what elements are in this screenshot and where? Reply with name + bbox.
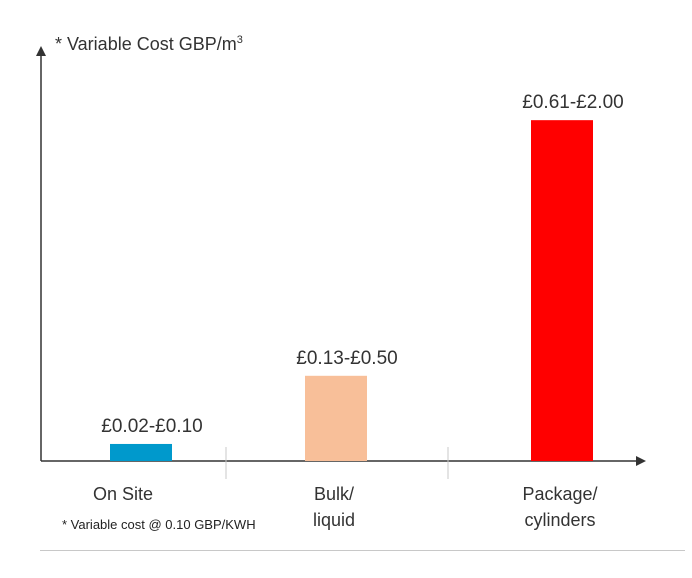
data-label-2: £0.13-£0.50 — [296, 348, 397, 369]
category-label-3-line-2: cylinders — [524, 510, 595, 530]
data-label-1: £0.02-£0.10 — [101, 416, 202, 437]
category-label-3-line-1: Package/ — [522, 484, 597, 504]
footnote: * Variable cost @ 0.10 GBP/KWH — [62, 517, 256, 532]
bottom-separator-line — [40, 550, 685, 551]
category-label-1: On Site — [93, 484, 153, 504]
y-axis-label: * Variable Cost GBP/m3 — [55, 34, 243, 55]
y-axis-label-superscript: 3 — [236, 34, 243, 46]
bar-1 — [110, 443, 172, 461]
data-label-3: £0.61-£2.00 — [522, 92, 623, 113]
bar-3 — [531, 120, 593, 462]
x-axis-arrow — [636, 456, 646, 466]
y-axis-arrow — [36, 46, 46, 56]
y-axis-label-text: * Variable Cost GBP/m — [55, 34, 237, 54]
category-label-2-line-2: liquid — [313, 510, 355, 530]
bar-2 — [305, 375, 367, 461]
category-label-2-line-1: Bulk/ — [314, 484, 354, 504]
